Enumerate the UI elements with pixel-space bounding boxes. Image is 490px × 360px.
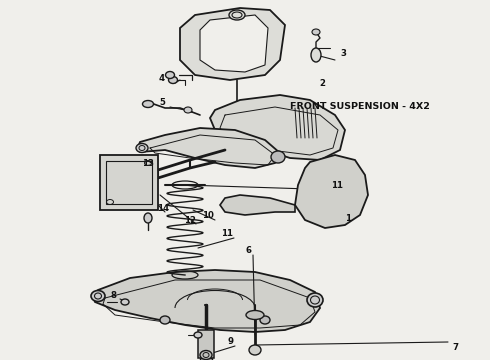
Ellipse shape [144, 213, 152, 223]
Polygon shape [180, 8, 285, 80]
Ellipse shape [136, 144, 148, 153]
Ellipse shape [271, 151, 285, 163]
Text: 14: 14 [157, 203, 169, 212]
Text: 6: 6 [245, 246, 251, 255]
Ellipse shape [143, 100, 153, 108]
Bar [198, 330, 214, 358]
Ellipse shape [169, 77, 177, 84]
Text: 1: 1 [345, 213, 351, 222]
Ellipse shape [311, 48, 321, 62]
Bar [106, 161, 152, 204]
Ellipse shape [307, 293, 323, 307]
Polygon shape [138, 128, 280, 168]
Ellipse shape [160, 316, 170, 324]
Text: 11: 11 [331, 180, 343, 189]
Ellipse shape [200, 351, 212, 360]
Polygon shape [295, 155, 368, 228]
Ellipse shape [91, 291, 105, 302]
Polygon shape [210, 95, 345, 160]
Ellipse shape [166, 72, 174, 78]
Text: 10: 10 [202, 211, 214, 220]
Ellipse shape [249, 345, 261, 355]
Text: 5: 5 [159, 98, 165, 107]
Text: 3: 3 [340, 49, 346, 58]
Polygon shape [200, 15, 268, 72]
Text: FRONT SUSPENSION - 4X2: FRONT SUSPENSION - 4X2 [290, 102, 430, 111]
Ellipse shape [229, 10, 245, 20]
Ellipse shape [260, 316, 270, 324]
Text: 8: 8 [110, 292, 116, 301]
Text: 11: 11 [221, 229, 233, 238]
Text: 7: 7 [452, 343, 458, 352]
Text: 12: 12 [184, 216, 196, 225]
Text: 2: 2 [319, 78, 325, 87]
Bar [100, 155, 158, 210]
Polygon shape [93, 270, 320, 332]
Bar [200, 358, 212, 360]
Ellipse shape [246, 310, 264, 320]
Ellipse shape [312, 29, 320, 35]
Ellipse shape [184, 107, 192, 113]
Ellipse shape [121, 299, 129, 305]
Text: 4: 4 [159, 73, 165, 82]
Ellipse shape [194, 332, 202, 338]
Polygon shape [220, 195, 295, 215]
Text: 9: 9 [227, 338, 233, 346]
Text: 13: 13 [142, 158, 154, 167]
